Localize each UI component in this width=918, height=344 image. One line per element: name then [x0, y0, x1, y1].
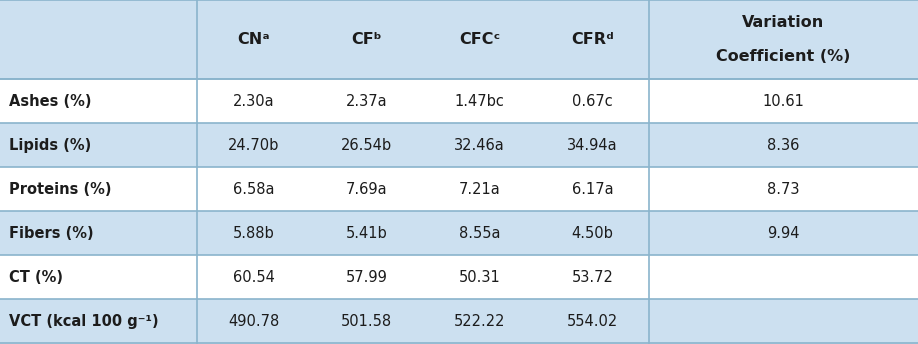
Bar	[0, 0, 918, 79]
Text: 50.31: 50.31	[459, 270, 500, 285]
Bar	[0, 167, 918, 211]
Text: 522.22: 522.22	[453, 314, 506, 329]
Text: CFCᶜ: CFCᶜ	[459, 32, 500, 47]
Text: 6.58a: 6.58a	[233, 182, 274, 197]
Text: CT (%): CT (%)	[9, 270, 63, 285]
Text: 6.17a: 6.17a	[572, 182, 613, 197]
Text: 53.72: 53.72	[572, 270, 613, 285]
Text: Lipids (%): Lipids (%)	[9, 138, 92, 153]
Text: Proteins (%): Proteins (%)	[9, 182, 112, 197]
Text: 5.41b: 5.41b	[346, 226, 387, 241]
Text: 501.58: 501.58	[341, 314, 392, 329]
Text: 10.61: 10.61	[763, 94, 804, 109]
Text: 490.78: 490.78	[229, 314, 279, 329]
Text: 2.30a: 2.30a	[233, 94, 274, 109]
Text: 57.99: 57.99	[346, 270, 387, 285]
Text: 8.55a: 8.55a	[459, 226, 500, 241]
Text: Coefficient (%): Coefficient (%)	[716, 50, 851, 64]
Text: CFRᵈ: CFRᵈ	[571, 32, 614, 47]
Text: 2.37a: 2.37a	[346, 94, 387, 109]
Text: Fibers (%): Fibers (%)	[9, 226, 94, 241]
Text: 8.73: 8.73	[767, 182, 800, 197]
Text: 60.54: 60.54	[233, 270, 274, 285]
Text: 0.67c: 0.67c	[572, 94, 613, 109]
Text: 4.50b: 4.50b	[572, 226, 613, 241]
Text: 8.36: 8.36	[767, 138, 800, 153]
Bar	[0, 79, 918, 123]
Text: 7.21a: 7.21a	[459, 182, 500, 197]
Text: CNᵃ: CNᵃ	[238, 32, 270, 47]
Text: VCT (kcal 100 g⁻¹): VCT (kcal 100 g⁻¹)	[9, 314, 159, 329]
Text: 32.46a: 32.46a	[454, 138, 505, 153]
Bar	[0, 123, 918, 167]
Bar	[0, 299, 918, 343]
Bar	[0, 211, 918, 255]
Bar	[0, 255, 918, 299]
Text: 24.70b: 24.70b	[229, 138, 279, 153]
Text: Variation: Variation	[743, 15, 824, 30]
Text: Ashes (%): Ashes (%)	[9, 94, 92, 109]
Text: CFᵇ: CFᵇ	[352, 32, 382, 47]
Text: 5.88b: 5.88b	[233, 226, 274, 241]
Text: 34.94a: 34.94a	[567, 138, 618, 153]
Text: 554.02: 554.02	[567, 314, 618, 329]
Text: 26.54b: 26.54b	[341, 138, 392, 153]
Text: 1.47bc: 1.47bc	[454, 94, 505, 109]
Text: 7.69a: 7.69a	[346, 182, 387, 197]
Text: 9.94: 9.94	[767, 226, 800, 241]
